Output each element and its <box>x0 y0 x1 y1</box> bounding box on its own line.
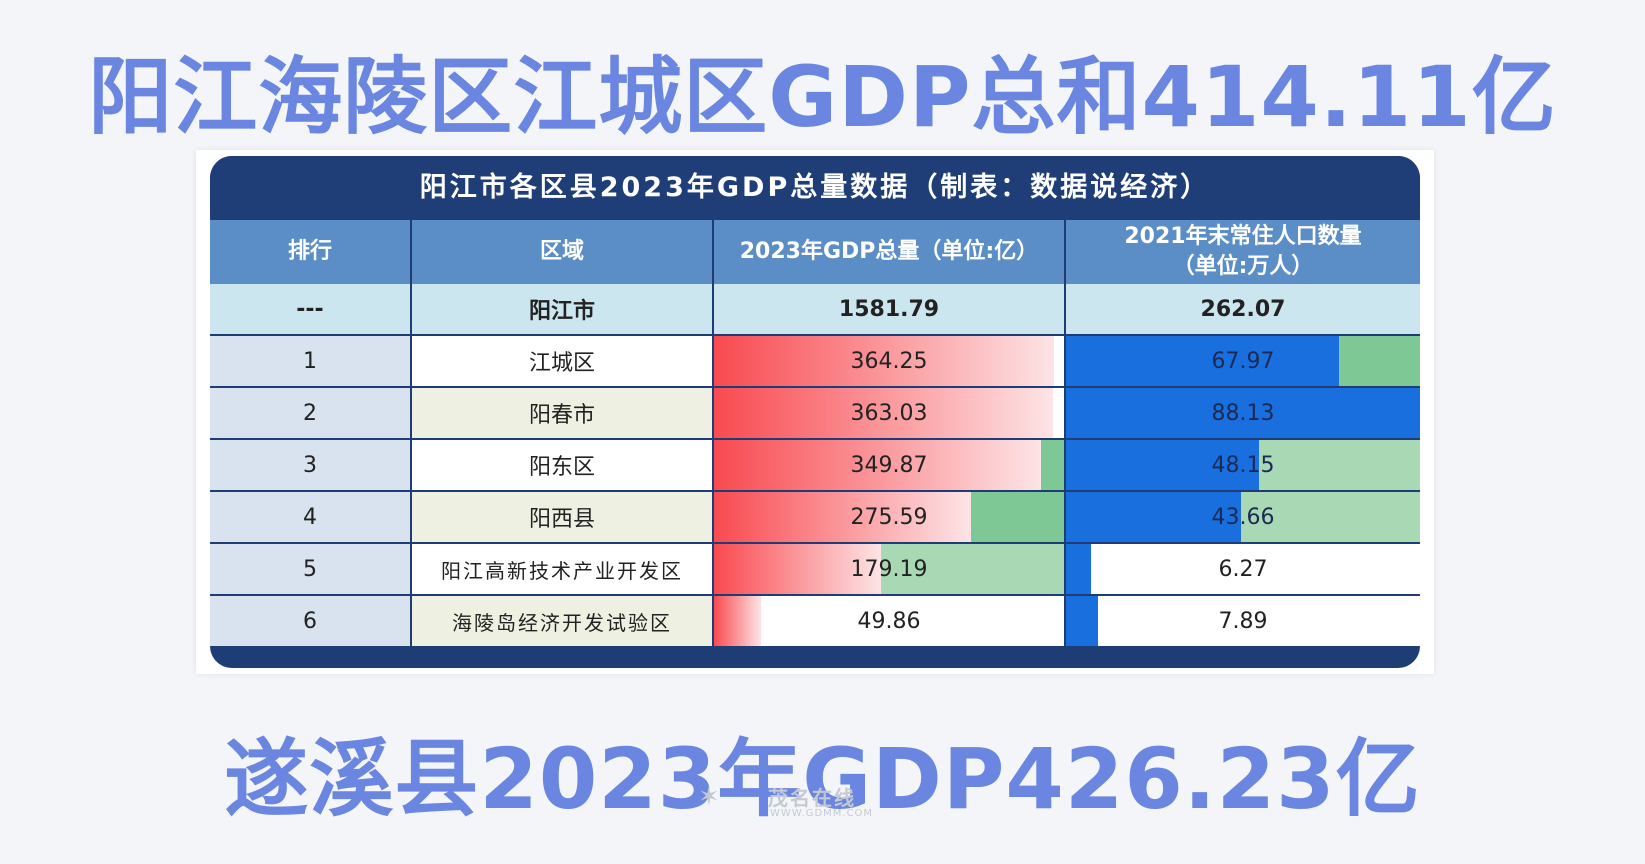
row-gdp-value: 179.19 <box>850 556 928 582</box>
row-region: 阳东区 <box>412 440 714 490</box>
row-population-value: 6.27 <box>1218 556 1268 582</box>
city-population: 262.07 <box>1066 284 1420 334</box>
header-population: 2021年末常住人口数量 （单位:万人） <box>1066 220 1420 284</box>
gdp-bar-fill <box>971 492 1064 542</box>
row-gdp: 364.25 <box>714 336 1066 386</box>
population-bar <box>1066 336 1339 386</box>
table-title: 阳江市各区县2023年GDP总量数据（制表：数据说经济） <box>210 156 1420 220</box>
row-population: 88.13 <box>1066 388 1420 438</box>
population-bar-fill <box>1259 440 1420 490</box>
gdp-table: 阳江市各区县2023年GDP总量数据（制表：数据说经济） 排行 区域 2023年… <box>210 156 1420 668</box>
row-rank: 1 <box>210 336 412 386</box>
headline-bottom: 遂溪县2023年GDP426.23亿 <box>224 730 1421 828</box>
row-gdp: 275.59 <box>714 492 1066 542</box>
row-population-value: 88.13 <box>1211 400 1275 426</box>
row-region: 阳西县 <box>412 492 714 542</box>
city-region: 阳江市 <box>412 284 714 334</box>
row-region: 阳春市 <box>412 388 714 438</box>
header-rank: 排行 <box>210 220 412 284</box>
watermark: ✶ 茂名在线 WWW.GDMM.COM <box>698 780 958 824</box>
table-row: 6 海陵岛经济开发试验区 49.86 7.89 <box>210 596 1420 646</box>
row-divider <box>210 490 1420 492</box>
header-population-line1: 2021年末常住人口数量 <box>1124 224 1362 249</box>
row-rank: 2 <box>210 388 412 438</box>
gdp-bar <box>714 388 1053 438</box>
row-gdp-value: 275.59 <box>850 504 928 530</box>
row-population: 7.89 <box>1066 596 1420 646</box>
row-gdp: 49.86 <box>714 596 1066 646</box>
header-region: 区域 <box>412 220 714 284</box>
population-bar <box>1066 440 1259 490</box>
row-gdp-value: 349.87 <box>850 452 928 478</box>
table-card: 阳江市各区县2023年GDP总量数据（制表：数据说经济） 排行 区域 2023年… <box>196 150 1434 674</box>
population-bar-fill <box>1241 492 1420 542</box>
row-gdp: 363.03 <box>714 388 1066 438</box>
row-population: 67.97 <box>1066 336 1420 386</box>
row-region: 海陵岛经济开发试验区 <box>412 596 714 646</box>
row-region: 江城区 <box>412 336 714 386</box>
population-bar-fill <box>1339 336 1420 386</box>
watermark-logo-icon: ✶ <box>698 782 722 812</box>
row-population: 43.66 <box>1066 492 1420 542</box>
row-rank: 6 <box>210 596 412 646</box>
table-header-row: 排行 区域 2023年GDP总量（单位:亿） 2021年末常住人口数量 （单位:… <box>210 220 1420 284</box>
row-gdp-value: 49.86 <box>857 608 921 634</box>
row-population: 48.15 <box>1066 440 1420 490</box>
row-rank: 3 <box>210 440 412 490</box>
gdp-bar <box>714 492 971 542</box>
gdp-bar <box>714 544 881 594</box>
row-gdp-value: 364.25 <box>850 348 928 374</box>
watermark-main: 茂名在线 <box>768 786 856 810</box>
population-bar <box>1066 596 1098 646</box>
row-population-value: 43.66 <box>1211 504 1275 530</box>
headline-top: 阳江海陵区江城区GDP总和414.11亿 <box>88 48 1557 146</box>
gdp-bar-fill <box>881 544 1064 594</box>
row-gdp: 179.19 <box>714 544 1066 594</box>
table-row: 2 阳春市 363.03 88.13 <box>210 388 1420 438</box>
row-rank: 5 <box>210 544 412 594</box>
row-gdp-value: 363.03 <box>850 400 928 426</box>
population-bar <box>1066 544 1091 594</box>
table-row: 4 阳西县 275.59 43.66 <box>210 492 1420 542</box>
row-rank: 4 <box>210 492 412 542</box>
table-row: 1 江城区 364.25 67.97 <box>210 336 1420 386</box>
row-divider <box>210 386 1420 388</box>
gdp-bar-fill <box>1041 440 1064 490</box>
gdp-bar <box>714 440 1041 490</box>
gdp-bar <box>714 336 1054 386</box>
city-gdp: 1581.79 <box>714 284 1066 334</box>
table-row: 5 阳江高新技术产业开发区 179.19 6.27 <box>210 544 1420 594</box>
row-population-value: 7.89 <box>1218 608 1268 634</box>
header-gdp: 2023年GDP总量（单位:亿） <box>714 220 1066 284</box>
table-row: 3 阳东区 349.87 48.15 <box>210 440 1420 490</box>
gdp-bar <box>714 596 761 646</box>
population-bar <box>1066 492 1241 542</box>
header-population-line2: （单位:万人） <box>1172 254 1314 279</box>
row-gdp: 349.87 <box>714 440 1066 490</box>
row-divider <box>210 542 1420 544</box>
table-row-city: --- 阳江市 1581.79 262.07 <box>210 284 1420 334</box>
population-bar <box>1066 388 1420 438</box>
row-population: 6.27 <box>1066 544 1420 594</box>
row-divider <box>210 438 1420 440</box>
city-rank: --- <box>210 284 412 334</box>
row-population-value: 67.97 <box>1211 348 1275 374</box>
row-population-value: 48.15 <box>1211 452 1275 478</box>
row-divider <box>210 594 1420 596</box>
watermark-sub: WWW.GDMM.COM <box>770 808 874 819</box>
row-region: 阳江高新技术产业开发区 <box>412 544 714 594</box>
row-divider <box>210 334 1420 336</box>
